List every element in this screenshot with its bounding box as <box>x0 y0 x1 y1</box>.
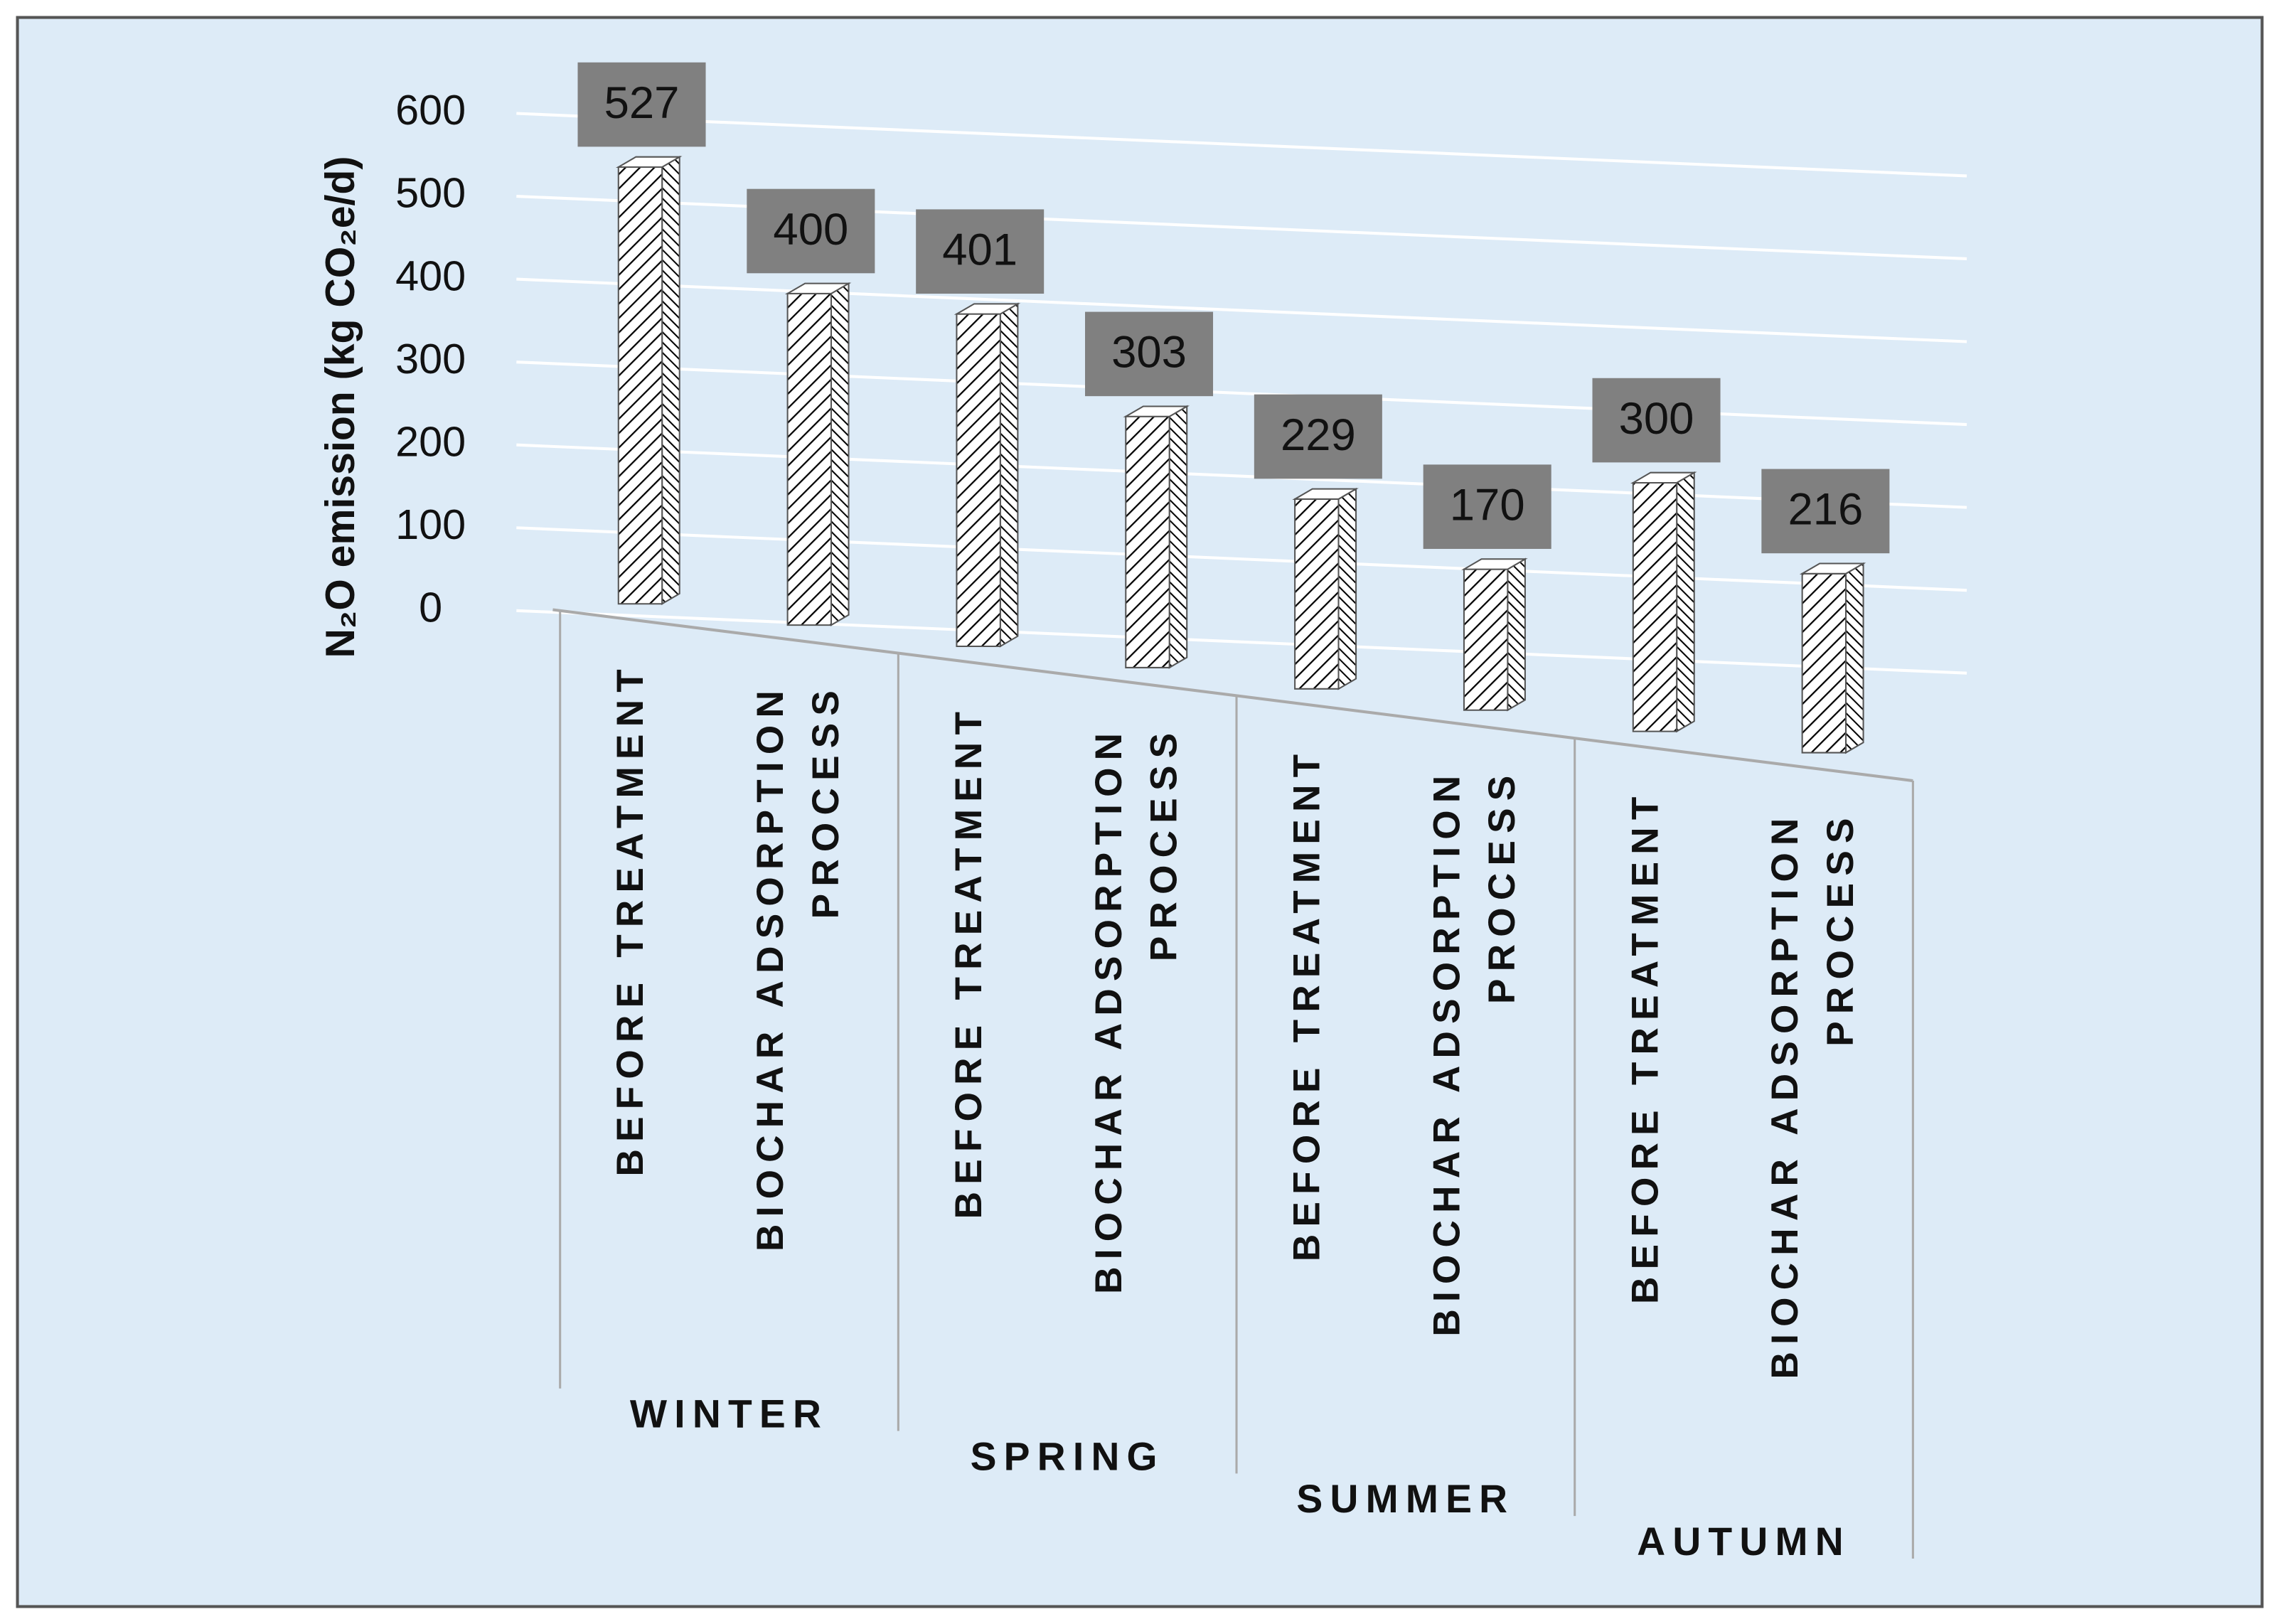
value-label: 400 <box>773 205 848 255</box>
chart-frame <box>16 16 2264 1608</box>
value-label-box <box>916 209 1045 294</box>
value-label-box <box>1761 469 1890 554</box>
x-tick-label: BIOCHAR ADSORPTION PROCESS <box>749 683 847 1251</box>
bar <box>1125 415 1170 668</box>
bar <box>1632 481 1678 732</box>
value-label-box <box>747 188 875 274</box>
value-label-box <box>1084 311 1214 397</box>
grid-line <box>516 609 1967 675</box>
bar-top <box>615 156 683 169</box>
value-label-box <box>1592 378 1721 463</box>
value-label: 527 <box>604 78 680 128</box>
bar-top <box>1630 471 1697 484</box>
value-label: 170 <box>1450 480 1525 530</box>
x-tick-label: BEFORE TREATMENT <box>1286 747 1328 1262</box>
bar-side <box>1507 557 1526 712</box>
bar <box>1294 498 1340 690</box>
bar-top <box>1461 558 1528 570</box>
bar-side <box>1844 562 1864 754</box>
grid-line <box>516 526 1967 592</box>
value-label: 401 <box>942 225 1017 275</box>
bar-side <box>830 282 850 626</box>
x-tick-label: BEFORE TREATMENT <box>1624 789 1666 1304</box>
value-label-box <box>1254 394 1382 479</box>
bar-side <box>1337 487 1357 690</box>
x-tick-label: BIOCHAR ADSORPTION PROCESS <box>1088 726 1185 1294</box>
y-tick-label: 200 <box>395 417 466 465</box>
y-tick-label: 100 <box>395 501 466 548</box>
y-tick-label: 600 <box>395 86 466 134</box>
y-tick-label: 0 <box>419 583 442 631</box>
value-label: 300 <box>1619 394 1694 444</box>
bar-side <box>1168 405 1188 669</box>
y-axis-title: N₂O emission (kg CO₂e/d) <box>318 156 363 658</box>
grid-line <box>516 112 1967 178</box>
bar-top <box>1123 405 1190 417</box>
group-label: SUMMER <box>1296 1477 1515 1521</box>
y-tick-label: 400 <box>395 252 466 299</box>
bar-side <box>661 155 680 605</box>
bar <box>1801 572 1847 754</box>
bar <box>617 166 663 605</box>
bar <box>786 292 833 626</box>
bar-top <box>784 282 852 294</box>
value-label-box <box>577 62 706 147</box>
bar-top <box>953 303 1021 315</box>
bar-top <box>1799 562 1866 575</box>
x-tick-label: BEFORE TREATMENT <box>609 662 651 1177</box>
value-label: 229 <box>1281 410 1356 460</box>
bar <box>1463 568 1509 711</box>
value-label: 216 <box>1788 485 1863 535</box>
group-label: WINTER <box>630 1391 828 1436</box>
value-label-box <box>1423 464 1551 549</box>
group-label: AUTUMN <box>1637 1519 1851 1564</box>
x-tick-label: BEFORE TREATMENT <box>948 705 990 1219</box>
plot: 0 100 200 300 400 500 600 WINTER SPRING SUMMER AUT… <box>395 62 1967 1564</box>
y-tick-label: 300 <box>395 335 466 383</box>
floor-edge <box>552 608 1913 783</box>
bar <box>956 313 1001 648</box>
x-tick-label: BIOCHAR ADSORPTION PROCESS <box>1426 769 1524 1337</box>
value-label: 303 <box>1111 328 1187 378</box>
bar-top <box>1292 488 1359 500</box>
group-label: SPRING <box>971 1434 1165 1478</box>
grid-line <box>516 360 1967 427</box>
x-tick-label: BIOCHAR ADSORPTION PROCESS <box>1764 811 1861 1379</box>
y-tick-label: 500 <box>395 169 466 217</box>
bar-side <box>1676 471 1695 733</box>
grid-line <box>516 443 1967 509</box>
grid-line <box>516 277 1967 343</box>
bar-side <box>999 302 1019 648</box>
